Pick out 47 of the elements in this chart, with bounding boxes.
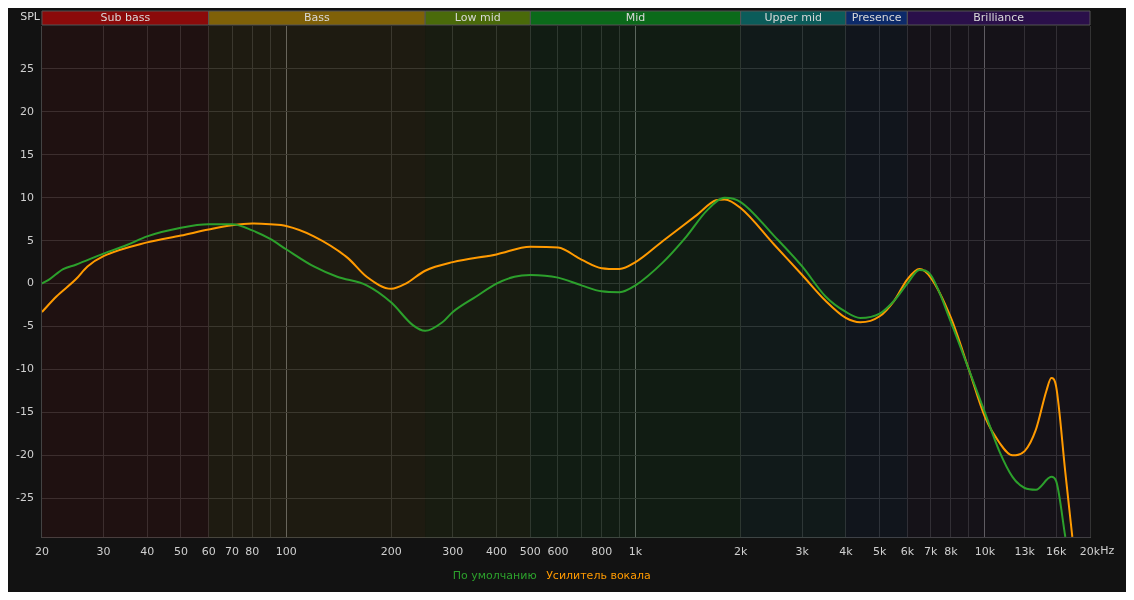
x-tick-label: 80 <box>245 545 260 559</box>
x-tick-label: 5k <box>872 545 887 559</box>
y-tick-label: -10 <box>16 362 34 376</box>
x-tick-label: 60 <box>201 545 216 559</box>
y-tick-label: 5 <box>26 233 34 247</box>
band-label: Low mid <box>454 10 501 24</box>
x-tick-label: 800 <box>591 545 613 559</box>
text: Усилитель вокала <box>546 569 651 583</box>
x-tick-label: 7k <box>924 545 939 559</box>
x-tick-label: 600 <box>547 545 569 559</box>
text: По умолчанию <box>452 569 537 583</box>
band-label: Presence <box>851 10 902 24</box>
x-tick-label: 300 <box>442 545 464 559</box>
x-tick-label: 16k <box>1045 545 1067 559</box>
x-tick-label: 8k <box>944 545 959 559</box>
x-tick-label: 200 <box>380 545 402 559</box>
x-tick-label: 400 <box>485 545 507 559</box>
x-tick-label: 50 <box>173 545 188 559</box>
x-tick-label: 30 <box>96 545 111 559</box>
x-tick-label: 3k <box>795 545 810 559</box>
band-label: Mid <box>625 10 646 24</box>
y-tick-label: 0 <box>26 276 34 290</box>
x-axis-title: Hz <box>1100 544 1115 558</box>
band-label: Upper mid <box>764 10 823 24</box>
x-tick-label: 6k <box>900 545 915 559</box>
y-tick-label: 15 <box>19 147 34 161</box>
y-tick-label: 25 <box>19 61 34 75</box>
y-axis-title: SPL <box>20 9 41 23</box>
x-tick-label: 1k <box>628 545 643 559</box>
x-tick-label: 2k <box>733 545 748 559</box>
y-tick-label: 10 <box>19 190 34 204</box>
y-tick-label: -15 <box>16 405 34 419</box>
x-tick-label: 10k <box>974 545 996 559</box>
y-tick-label: -20 <box>16 448 34 462</box>
x-tick-label: 70 <box>225 545 240 559</box>
x-tick-label: 20k <box>1079 545 1101 559</box>
y-tick-label: -25 <box>16 491 34 505</box>
x-tick-label: 500 <box>519 545 541 559</box>
x-tick-label: 40 <box>140 545 155 559</box>
y-tick-label: 20 <box>19 104 34 118</box>
band-label: Sub bass <box>100 10 151 24</box>
x-tick-label: 13k <box>1014 545 1036 559</box>
x-tick-label: 100 <box>275 545 297 559</box>
y-tick-label: -5 <box>23 319 34 333</box>
band-label: Brilliance <box>973 10 1025 24</box>
band-label: Bass <box>304 10 331 24</box>
x-tick-label: 4k <box>839 545 854 559</box>
